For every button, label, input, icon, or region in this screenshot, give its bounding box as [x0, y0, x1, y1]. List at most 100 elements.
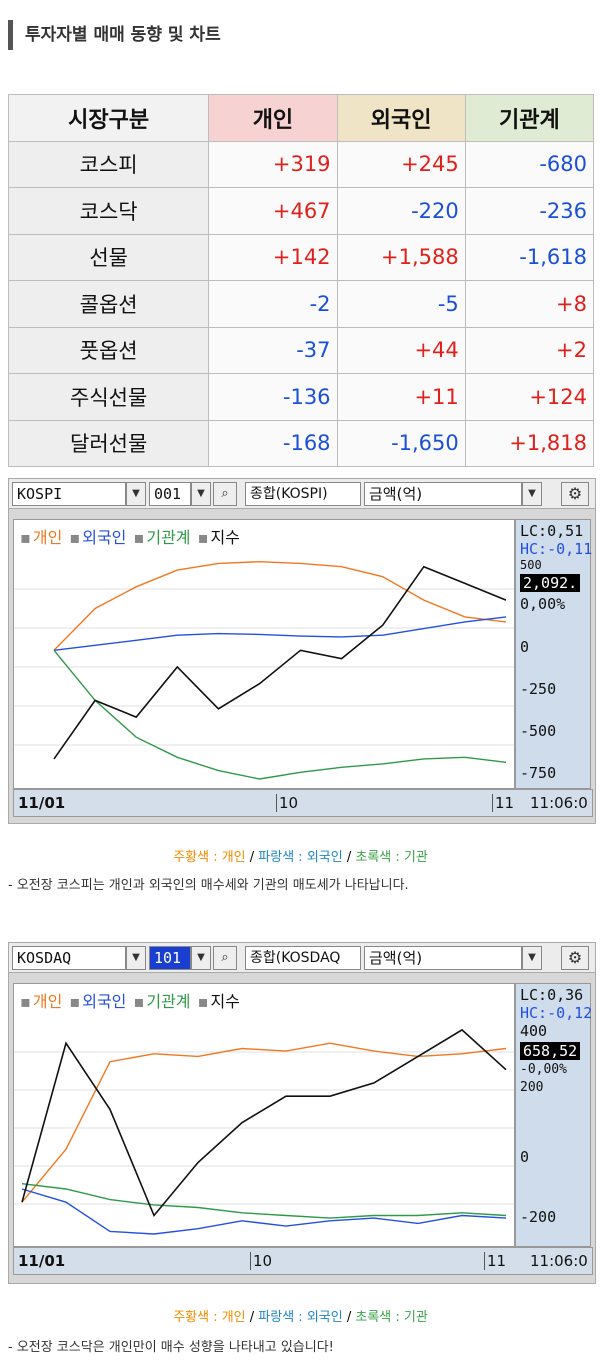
table-cell: +2	[464, 326, 595, 374]
table-cell: -680	[464, 140, 595, 188]
chart-description: - 오전장 코스닥은 개인만이 매수 성향을 나타내고 있습니다!	[8, 1340, 334, 1355]
date-label: 11/01	[18, 794, 66, 812]
table-cell: +245	[336, 140, 466, 188]
search-icon[interactable]: ⌕	[213, 482, 237, 506]
market-select[interactable]: KOSPI	[12, 482, 126, 506]
caption-orange: 주황색 : 개인	[173, 1310, 246, 1325]
table-cell: -168	[208, 419, 338, 467]
row-label: 달러선물	[7, 419, 210, 467]
chart-toolbar: KOSDAQ ▼ 101 ▼ ⌕ 종합(KOSDAQ 금액(억) ▼ ⚙	[9, 943, 595, 973]
index-value-badge: 658,52	[520, 1042, 581, 1060]
table-cell: +1,588	[336, 233, 466, 281]
table-row: 콜옵션 -2 -5 +8	[7, 280, 595, 328]
x-tick: 10	[250, 1252, 272, 1270]
hc-label: HC:-0,12	[520, 1004, 593, 1022]
table-row: 주식선물 -136 +11 +124	[7, 373, 595, 421]
table-cell: +142	[208, 233, 338, 281]
y-tick: 0	[520, 638, 530, 656]
table-cell: -236	[464, 187, 595, 235]
x-tick: 11	[484, 1252, 506, 1270]
row-label: 풋옵션	[7, 326, 210, 374]
foreign-line	[21, 1188, 507, 1235]
table-row: 풋옵션 -37 +44 +2	[7, 326, 595, 374]
table-cell: -2	[208, 280, 338, 328]
gear-icon[interactable]: ⚙	[561, 946, 589, 970]
chevron-down-icon[interactable]: ▼	[522, 482, 542, 506]
code-select[interactable]: 101	[149, 946, 191, 970]
institution-line	[21, 1183, 507, 1219]
institution-line	[53, 649, 507, 780]
time-label: 11:06:0	[530, 1252, 588, 1270]
row-label: 코스닥	[7, 187, 210, 235]
y-tick: -200	[520, 1208, 557, 1226]
index-name-field: 종합(KOSPI)	[245, 482, 361, 506]
legend-individual: 개인	[32, 992, 63, 1011]
table-header-row: 시장구분 개인 외국인 기관계	[7, 94, 595, 142]
y-tick: 200	[520, 1080, 544, 1095]
index-name-field: 종합(KOSDAQ	[245, 946, 361, 970]
legend-index: 지수	[210, 992, 240, 1011]
chart-toolbar: KOSPI ▼ 001 ▼ ⌕ 종합(KOSPI) 금액(억) ▼ ⚙	[9, 479, 595, 509]
index-value-badge: 2,092.	[520, 574, 581, 592]
y-tick: -250	[520, 680, 557, 698]
chart-legend: ▪ 개인 ▪ 외국인 ▪ 기관계 ▪ 지수	[20, 992, 240, 1011]
table-cell: -5	[336, 280, 466, 328]
chart-description: - 오전장 코스피는 개인과 외국인의 매수세와 기관의 매도세가 나타납니다.	[8, 878, 409, 893]
section-title: 투자자별 매매 동향 및 차트	[8, 20, 221, 50]
row-label: 코스피	[7, 140, 210, 188]
table-cell: -1,650	[336, 419, 466, 467]
x-tick: 10	[276, 794, 298, 812]
chevron-down-icon[interactable]: ▼	[191, 482, 211, 506]
gear-icon[interactable]: ⚙	[561, 482, 589, 506]
time-label: 11:06:0	[530, 794, 588, 812]
kosdaq-chart-panel: KOSDAQ ▼ 101 ▼ ⌕ 종합(KOSDAQ 금액(억) ▼ ⚙ ▪ 개인…	[8, 942, 596, 1284]
y-tick: -750	[520, 764, 557, 782]
x-axis: 11/01 10 11 11:06:0	[13, 1247, 593, 1275]
market-select[interactable]: KOSDAQ	[12, 946, 126, 970]
chevron-down-icon[interactable]: ▼	[126, 482, 146, 506]
unit-select[interactable]: 금액(억)	[364, 946, 522, 970]
header-foreign: 외국인	[336, 94, 466, 142]
y-tick: 400	[520, 1022, 548, 1040]
y-axis: LC:0,36 HC:-0,12 400 658,52 -0,00% 200 0…	[515, 983, 593, 1247]
index-line	[53, 565, 507, 760]
table-row: 코스닥 +467 -220 -236	[7, 187, 595, 235]
individual-line	[53, 560, 507, 651]
table-cell: -37	[208, 326, 338, 374]
date-label: 11/01	[18, 1252, 66, 1270]
unit-select[interactable]: 금액(억)	[364, 482, 522, 506]
chevron-down-icon[interactable]: ▼	[522, 946, 542, 970]
table-row: 달러선물 -168 -1,650 +1,818	[7, 419, 595, 467]
foreign-line	[53, 616, 507, 651]
chevron-down-icon[interactable]: ▼	[191, 946, 211, 970]
kospi-line-chart	[14, 560, 514, 780]
header-individual: 개인	[208, 94, 338, 142]
individual-line	[21, 1042, 507, 1203]
table-cell: -1,618	[464, 233, 595, 281]
table-cell: +1,818	[464, 419, 595, 467]
caption-orange: 주황색 : 개인	[173, 850, 246, 865]
table-row: 코스피 +319 +245 -680	[7, 140, 595, 188]
code-select[interactable]: 001	[149, 482, 191, 506]
header-market: 시장구분	[7, 94, 210, 142]
hc-label: HC:-0,11	[520, 540, 593, 558]
caption-blue: 파랑색 : 외국인	[258, 850, 343, 865]
table-cell: +467	[208, 187, 338, 235]
change-label: -0,00%	[520, 1062, 567, 1077]
x-axis: 11/01 10 11 11:06:0	[13, 789, 593, 817]
y-axis: LC:0,51 HC:-0,11 500 2,092. 0,00% 0 -250…	[515, 519, 593, 789]
legend-foreign: 외국인	[82, 528, 127, 547]
header-institution: 기관계	[464, 94, 595, 142]
lc-label: LC:0,36	[520, 986, 584, 1004]
search-icon[interactable]: ⌕	[213, 946, 237, 970]
x-tick: 11	[492, 794, 514, 812]
kospi-plot-area: ▪ 개인 ▪ 외국인 ▪ 기관계 ▪ 지수	[13, 519, 515, 789]
table-cell: +8	[464, 280, 595, 328]
chart-caption: 주황색 : 개인 / 파랑색 : 외국인 / 초록색 : 기관	[173, 1310, 428, 1325]
caption-green: 초록색 : 기관	[355, 1310, 428, 1325]
caption-blue: 파랑색 : 외국인	[258, 1310, 343, 1325]
y-tick: 500	[520, 558, 542, 572]
table-cell: +124	[464, 373, 595, 421]
chevron-down-icon[interactable]: ▼	[126, 946, 146, 970]
chart-legend: ▪ 개인 ▪ 외국인 ▪ 기관계 ▪ 지수	[20, 528, 240, 547]
